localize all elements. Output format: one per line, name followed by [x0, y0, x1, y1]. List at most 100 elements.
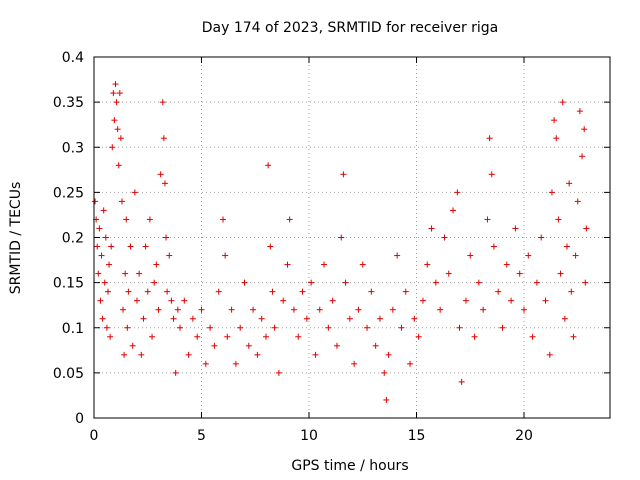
data-point: [108, 243, 115, 250]
data-point: [512, 225, 519, 232]
data-point: [100, 207, 107, 214]
data-point: [95, 270, 102, 277]
data-point: [159, 99, 166, 106]
data-point: [486, 135, 493, 142]
data-point: [250, 306, 257, 313]
data-point: [168, 297, 175, 304]
data-point: [129, 342, 136, 349]
data-point: [564, 243, 570, 250]
data-point: [576, 108, 583, 115]
data-point: [419, 297, 426, 304]
data-point: [368, 288, 375, 295]
data-point: [329, 297, 336, 304]
data-point: [346, 315, 353, 322]
data-point: [407, 360, 414, 367]
data-point: [402, 288, 409, 295]
y-tick-label: 0.1: [62, 321, 84, 337]
data-point: [342, 279, 349, 286]
data-point: [557, 270, 564, 277]
data-point: [144, 288, 151, 295]
data-point: [516, 270, 523, 277]
data-point: [106, 261, 113, 268]
data-point: [389, 306, 396, 313]
data-point: [428, 225, 435, 232]
data-point: [456, 324, 463, 331]
chart-title: Day 174 of 2023, SRMTID for receiver rig…: [202, 20, 499, 36]
data-point: [462, 297, 469, 304]
data-point: [181, 297, 188, 304]
data-point: [120, 306, 127, 313]
data-point: [118, 198, 125, 205]
data-point: [127, 243, 134, 250]
data-point: [499, 324, 506, 331]
data-point: [508, 297, 515, 304]
x-tick-label: 15: [408, 428, 426, 444]
data-point: [241, 279, 248, 286]
data-point: [269, 288, 276, 295]
data-point: [385, 351, 392, 358]
data-point: [533, 279, 540, 286]
y-tick-label: 0.2: [62, 231, 84, 247]
data-point: [232, 360, 239, 367]
data-point: [96, 225, 103, 232]
data-point: [99, 315, 106, 322]
data-point: [136, 270, 143, 277]
data-point: [321, 261, 328, 268]
data-point: [98, 252, 105, 259]
data-point: [185, 351, 192, 358]
data-point: [146, 216, 153, 223]
data-point: [467, 252, 474, 259]
data-point: [198, 306, 205, 313]
x-tick-label: 10: [300, 428, 318, 444]
data-point: [432, 279, 439, 286]
data-point: [131, 189, 138, 196]
y-axis-label: SRMTID / TECUs: [8, 182, 24, 295]
data-point: [115, 162, 122, 169]
data-point: [97, 297, 104, 304]
data-point: [570, 333, 577, 340]
data-point: [271, 324, 278, 331]
data-point: [263, 333, 269, 340]
data-point: [166, 252, 173, 259]
data-point: [471, 333, 478, 340]
data-point: [107, 333, 114, 340]
data-point: [364, 324, 371, 331]
data-point: [546, 351, 553, 358]
data-point: [140, 315, 147, 322]
data-point: [542, 297, 549, 304]
data-point: [338, 234, 345, 241]
data-point: [566, 180, 573, 187]
data-point: [265, 162, 272, 169]
data-point: [94, 243, 101, 250]
y-tick-label: 0: [75, 411, 84, 427]
data-point: [104, 288, 111, 295]
data-point: [398, 324, 405, 331]
data-point: [561, 315, 568, 322]
data-points: [92, 81, 590, 403]
data-point: [376, 315, 383, 322]
data-point: [254, 351, 261, 358]
data-point: [215, 288, 222, 295]
plot-frame: [93, 56, 611, 419]
data-point: [102, 234, 109, 241]
data-point: [484, 216, 491, 223]
data-point: [441, 234, 448, 241]
data-point: [101, 279, 108, 286]
y-tick-label: 0.15: [53, 276, 84, 292]
data-point: [488, 171, 495, 178]
data-point: [163, 234, 170, 241]
data-point: [153, 261, 160, 268]
data-point: [383, 396, 390, 403]
data-point: [160, 135, 167, 142]
grid-lines: [94, 57, 610, 418]
data-point: [475, 279, 482, 286]
data-point: [189, 315, 196, 322]
data-point: [503, 261, 510, 268]
y-tick-label: 0.05: [53, 366, 84, 382]
data-point: [495, 288, 502, 295]
data-point: [454, 189, 461, 196]
data-point: [92, 198, 99, 205]
data-point: [579, 153, 586, 160]
data-point: [295, 333, 302, 340]
